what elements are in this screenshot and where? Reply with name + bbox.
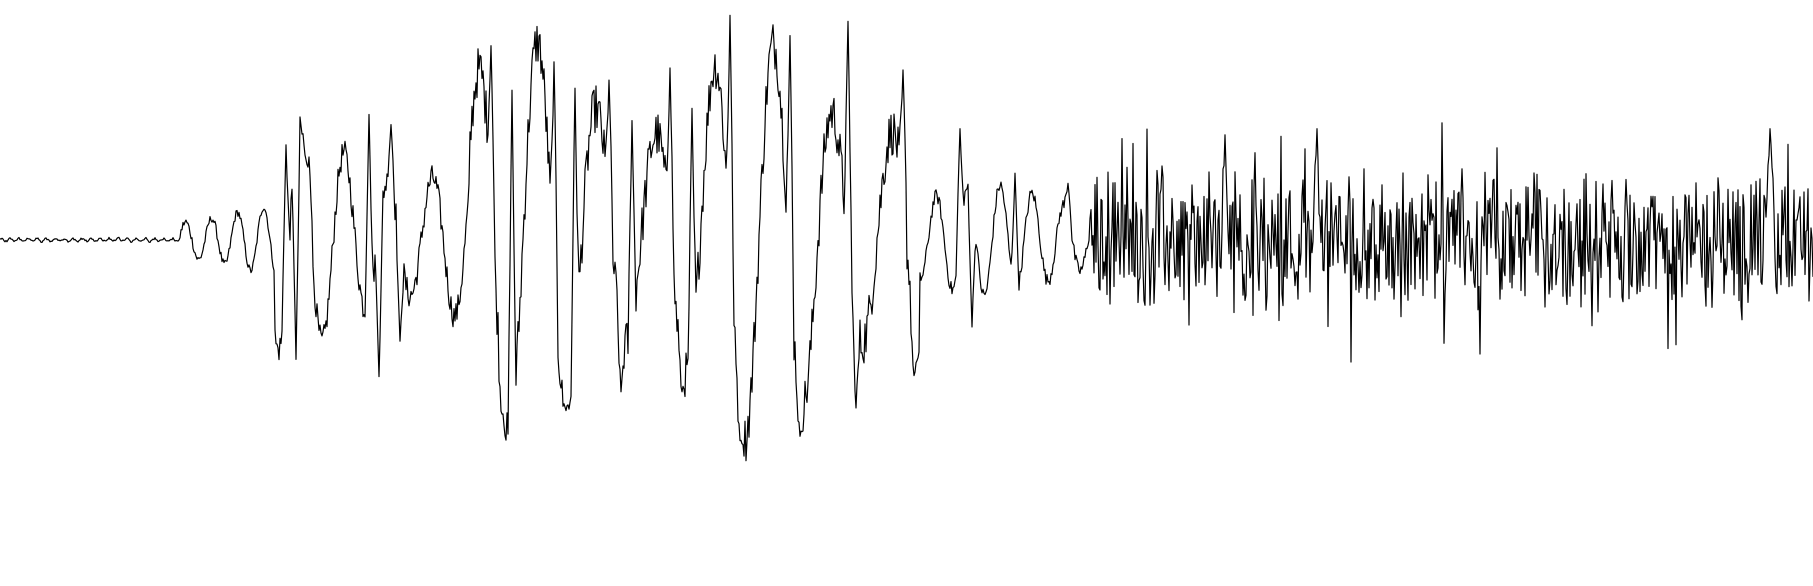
series-group <box>0 14 1813 462</box>
waveform-series-line <box>0 14 1813 462</box>
